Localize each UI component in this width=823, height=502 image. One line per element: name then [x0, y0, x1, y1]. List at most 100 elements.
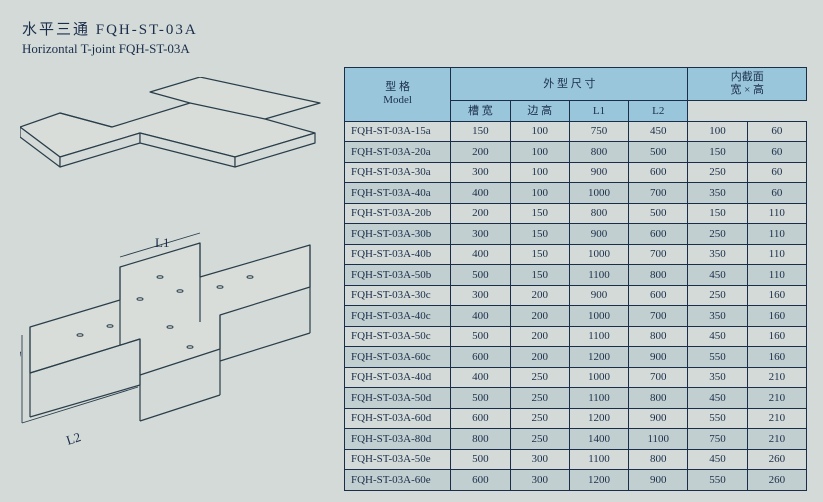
- cell-model: FQH-ST-03A-30c: [345, 285, 451, 306]
- cell-value: 400: [451, 244, 510, 265]
- cell-model: FQH-ST-03A-50b: [345, 265, 451, 286]
- title-chinese: 水平三通 FQH-ST-03A: [22, 18, 807, 39]
- hdr-cs-cn: 内截面: [690, 71, 804, 84]
- table-row: FQH-ST-03A-50b5001501100800450110: [345, 265, 807, 286]
- cell-model: FQH-ST-03A-40d: [345, 367, 451, 388]
- cell-value: 1200: [569, 347, 628, 368]
- cell-value: 250: [688, 285, 747, 306]
- cell-model: FQH-ST-03A-15a: [345, 121, 451, 142]
- hdr-model-en: Model: [347, 94, 448, 107]
- cell-value: 500: [451, 265, 510, 286]
- table-row: FQH-ST-03A-50d5002501100800450210: [345, 388, 807, 409]
- dim-l1-label: L1: [155, 235, 169, 250]
- cell-value: 250: [688, 162, 747, 183]
- cell-value: 600: [451, 470, 510, 491]
- title-block: 水平三通 FQH-ST-03A Horizontal T-joint FQH-S…: [22, 18, 807, 57]
- hdr-slot-width: 槽 宽: [451, 101, 510, 122]
- spec-table: 型 格 Model 外 型 尺 寸 内截面 宽 × 高 槽 宽 边 高 L1 L…: [344, 67, 807, 491]
- table-row: FQH-ST-03A-30b300150900600250110: [345, 224, 807, 245]
- cell-model: FQH-ST-03A-50d: [345, 388, 451, 409]
- cell-value: 150: [510, 203, 569, 224]
- cell-value: 900: [629, 408, 688, 429]
- dim-a-label: A: [20, 389, 23, 402]
- cell-model: FQH-ST-03A-20a: [345, 142, 451, 163]
- cell-value: 1100: [569, 265, 628, 286]
- table-row: FQH-ST-03A-40a400100100070035060: [345, 183, 807, 204]
- table-body: FQH-ST-03A-15a15010075045010060FQH-ST-03…: [345, 121, 807, 490]
- cell-value: 1100: [569, 326, 628, 347]
- cell-value: 210: [747, 367, 806, 388]
- cell-value: 400: [451, 367, 510, 388]
- cell-value: 150: [510, 224, 569, 245]
- cell-value: 300: [451, 285, 510, 306]
- cell-value: 250: [510, 429, 569, 450]
- cell-value: 250: [510, 388, 569, 409]
- cell-value: 800: [629, 265, 688, 286]
- table-row: FQH-ST-03A-15a15010075045010060: [345, 121, 807, 142]
- cell-value: 200: [451, 203, 510, 224]
- cell-model: FQH-ST-03A-80d: [345, 429, 451, 450]
- cell-value: 700: [629, 183, 688, 204]
- table-row: FQH-ST-03A-20a20010080050015060: [345, 142, 807, 163]
- table-row: FQH-ST-03A-80d80025014001100750210: [345, 429, 807, 450]
- cell-value: 210: [747, 429, 806, 450]
- cell-value: 100: [510, 121, 569, 142]
- cell-value: 500: [451, 388, 510, 409]
- cell-value: 600: [629, 162, 688, 183]
- cell-value: 700: [629, 367, 688, 388]
- cell-value: 100: [510, 162, 569, 183]
- cell-value: 750: [688, 429, 747, 450]
- cell-model: FQH-ST-03A-30b: [345, 224, 451, 245]
- cell-value: 110: [747, 265, 806, 286]
- cell-value: 450: [688, 326, 747, 347]
- cell-value: 400: [451, 306, 510, 327]
- table-row: FQH-ST-03A-60c6002001200900550160: [345, 347, 807, 368]
- cell-value: 260: [747, 449, 806, 470]
- cell-value: 450: [688, 449, 747, 470]
- table-row: FQH-ST-03A-30a30010090060025060: [345, 162, 807, 183]
- cell-value: 900: [629, 470, 688, 491]
- cell-model: FQH-ST-03A-50e: [345, 449, 451, 470]
- cell-value: 200: [510, 306, 569, 327]
- cell-value: 500: [629, 203, 688, 224]
- cell-value: 400: [451, 183, 510, 204]
- cell-value: 250: [688, 224, 747, 245]
- hdr-cross-section: 内截面 宽 × 高: [688, 68, 807, 101]
- cell-value: 60: [747, 162, 806, 183]
- cell-model: FQH-ST-03A-60e: [345, 470, 451, 491]
- cell-model: FQH-ST-03A-40b: [345, 244, 451, 265]
- cell-value: 60: [747, 121, 806, 142]
- cell-value: 200: [451, 142, 510, 163]
- cell-value: 1000: [569, 306, 628, 327]
- hdr-model-cn: 型 格: [347, 81, 448, 94]
- cell-value: 110: [747, 224, 806, 245]
- title-english: Horizontal T-joint FQH-ST-03A: [22, 41, 807, 57]
- cell-value: 800: [629, 326, 688, 347]
- cell-value: 1100: [569, 449, 628, 470]
- hdr-l2: L2: [629, 101, 688, 122]
- table-row: FQH-ST-03A-60d6002501200900550210: [345, 408, 807, 429]
- cell-value: 750: [569, 121, 628, 142]
- cell-model: FQH-ST-03A-40c: [345, 306, 451, 327]
- cell-value: 700: [629, 306, 688, 327]
- table-column: 型 格 Model 外 型 尺 寸 内截面 宽 × 高 槽 宽 边 高 L1 L…: [344, 67, 807, 491]
- cell-value: 150: [451, 121, 510, 142]
- diagram-column: L1 B A L2: [16, 67, 336, 491]
- cell-value: 600: [451, 408, 510, 429]
- cell-value: 100: [510, 142, 569, 163]
- hdr-outer-dim: 外 型 尺 寸: [451, 68, 688, 101]
- cell-model: FQH-ST-03A-50c: [345, 326, 451, 347]
- hdr-model: 型 格 Model: [345, 68, 451, 122]
- cell-model: FQH-ST-03A-20b: [345, 203, 451, 224]
- cell-value: 1000: [569, 244, 628, 265]
- cell-value: 1100: [569, 388, 628, 409]
- cell-value: 350: [688, 183, 747, 204]
- cell-value: 450: [629, 121, 688, 142]
- table-row: FQH-ST-03A-60e6003001200900550260: [345, 470, 807, 491]
- cell-value: 110: [747, 203, 806, 224]
- table-row: FQH-ST-03A-50e5003001100800450260: [345, 449, 807, 470]
- cell-value: 160: [747, 306, 806, 327]
- table-row: FQH-ST-03A-40d4002501000700350210: [345, 367, 807, 388]
- cell-value: 700: [629, 244, 688, 265]
- cell-value: 60: [747, 142, 806, 163]
